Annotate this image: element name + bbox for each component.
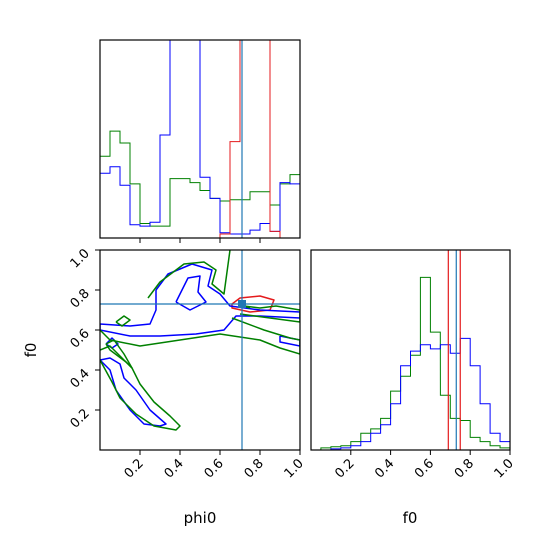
- contour-green-7: [239, 305, 300, 323]
- contour-x-tick-label-4: 1.0: [282, 456, 307, 481]
- contour-green-8: [100, 317, 300, 355]
- contour-y-tick-label-2: 0.6: [68, 326, 93, 351]
- contour-red-0: [231, 295, 275, 313]
- contour-y-tick-label-0: 0.2: [68, 406, 93, 431]
- f0-histogram-panel: 0.2 0.4 0.6 0.8 1.0: [310, 249, 517, 481]
- contour-blue-3: [100, 357, 167, 427]
- contour-y-tick-label-1: 0.4: [68, 366, 93, 391]
- contour-x-tick-label-2: 0.6: [202, 456, 227, 481]
- contour-frame: [99, 249, 301, 451]
- f0-histogram-frame: [310, 249, 511, 451]
- contour-green-6: [147, 250, 231, 299]
- phi0-histogram-panel: [99, 39, 301, 243]
- y-axis-label-f0: f0: [22, 343, 40, 358]
- phi0-f0-contour-panel: 0.2 0.4 0.6 0.8 1.0 0.2 0.4 0.6 0.8 1.0: [68, 246, 307, 481]
- contour-y-tick-label-4: 1.0: [68, 246, 93, 271]
- f0-x-tick-label-3: 0.8: [452, 456, 477, 481]
- contour-blue-2: [175, 275, 207, 311]
- phi0-histogram-red-series: [100, 40, 300, 238]
- axis-labels: phi0 f0 f0: [22, 343, 417, 527]
- f0-x-tick-label-1: 0.4: [372, 456, 397, 481]
- contour-y-tick-label-3: 0.8: [68, 286, 93, 311]
- contour-blue-1: [100, 263, 300, 337]
- f0-x-tick-label-0: 0.2: [332, 456, 357, 481]
- contour-x-tick-label-1: 0.4: [162, 456, 187, 481]
- contour-green-9: [100, 345, 181, 431]
- contour-x-tick-label-0: 0.2: [122, 456, 147, 481]
- f0-x-tick-label-4: 1.0: [492, 456, 517, 481]
- contour-green-11: [105, 339, 133, 369]
- contour-x-tick-label-3: 0.8: [242, 456, 267, 481]
- phi0-histogram-frame: [99, 39, 301, 239]
- truth-marker: [238, 300, 246, 308]
- f0-histogram-blue-series: [311, 337, 510, 450]
- f0-x-tick-label-2: 0.6: [412, 456, 437, 481]
- contour-green-10: [115, 315, 131, 327]
- x-axis-label-phi0: phi0: [184, 509, 217, 527]
- x-axis-label-f0: f0: [403, 509, 418, 527]
